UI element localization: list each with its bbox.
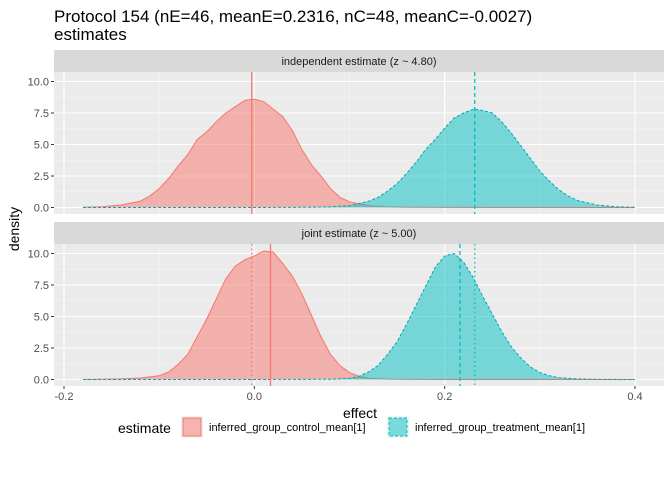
legend-entries: inferred_group_control_mean[1] inferred_g… (181, 416, 585, 438)
panel-strip (54, 50, 664, 72)
control-density-area (83, 99, 635, 208)
x-axis-title: effect (343, 405, 377, 421)
panel-joint-estimate: joint estimate (z ~ 5.00) 0.0 2.5 5.0 7.5 10.… (28, 222, 664, 387)
panel-background (54, 244, 664, 386)
treatment-density-area (83, 109, 635, 208)
panel-background (54, 72, 664, 214)
y-tick-label: 5.0 (34, 140, 49, 152)
y-tick-label: 0.0 (34, 375, 49, 387)
chart-title-line-1: Protocol 154 (nE=46, meanE=0.2316, nC=48… (54, 7, 532, 26)
y-tick-label: 10.0 (28, 77, 49, 89)
x-tick-label: 0.2 (437, 391, 452, 403)
control-density-area (83, 250, 635, 380)
treatment-density-area (83, 253, 635, 380)
legend-entry-label: inferred_group_treatment_mean[1] (415, 422, 585, 434)
panel-independent-estimate: independent estimate (z ~ 4.80) 0.0 2.5 5.0… (28, 50, 664, 215)
legend-title: estimate (118, 420, 171, 436)
y-tick-label: 10.0 (28, 249, 49, 261)
x-tick-label: -0.2 (55, 391, 74, 403)
legend-key-swatch (388, 417, 408, 437)
y-tick-label: 0.0 (34, 203, 49, 215)
legend: estimate inferred_group_control_mean[1] i… (118, 416, 585, 438)
y-tick-label: 5.0 (34, 312, 49, 324)
legend-entry-label: inferred_group_control_mean[1] (209, 422, 366, 434)
x-tick-label: 0.4 (627, 391, 642, 403)
treatment-density-line (83, 252, 636, 380)
y-tick-label: 7.5 (34, 280, 49, 292)
chart-title-line-2: estimates (54, 25, 127, 44)
x-tick-label: 0.0 (247, 391, 262, 403)
panel-strip-label: joint estimate (z ~ 5.00) (301, 228, 417, 240)
x-axis: -0.2 0.0 0.2 0.4 (55, 386, 643, 403)
y-tick-label: 2.5 (34, 171, 49, 183)
legend-key-swatch (182, 417, 202, 437)
y-axis-title: density (6, 207, 22, 251)
y-tick-label: 2.5 (34, 343, 49, 355)
panel-strip (54, 222, 664, 244)
y-tick-label: 7.5 (34, 108, 49, 120)
treatment-density-line (83, 108, 636, 208)
panel-strip-label: independent estimate (z ~ 4.80) (281, 56, 436, 68)
